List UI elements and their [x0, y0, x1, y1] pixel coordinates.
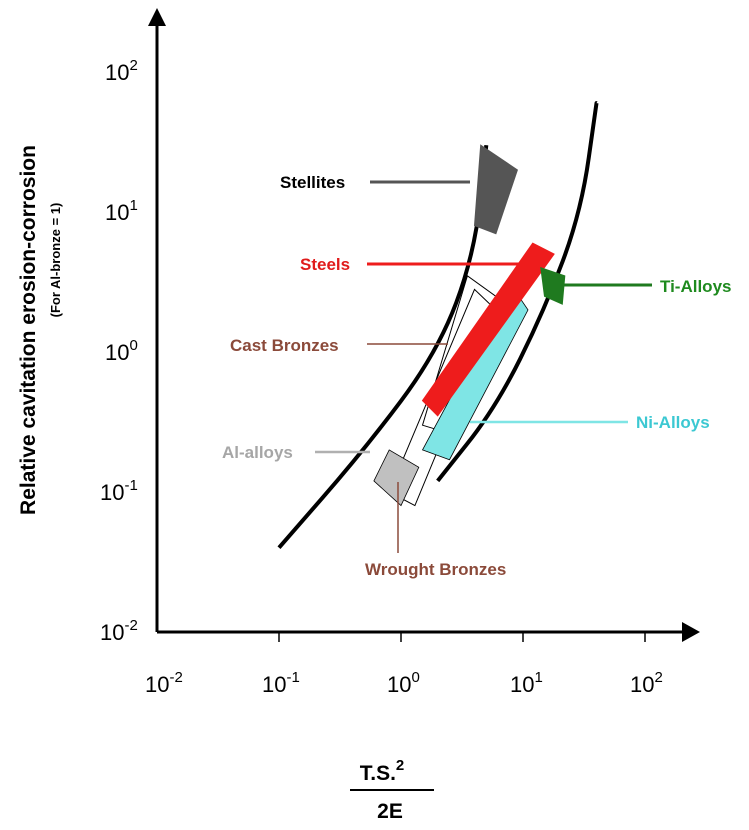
wrought-bronzes-label: Wrought Bronzes — [365, 560, 506, 579]
ti-alloys-label: Ti-Alloys — [660, 277, 731, 296]
x-axis-arrow — [682, 622, 700, 642]
region-steels — [421, 242, 555, 417]
stellites-label: Stellites — [280, 173, 345, 192]
x-tick-1e0: 100 — [387, 669, 420, 697]
al-alloys-label: Al-alloys — [222, 443, 293, 462]
y-axis-sublabel: (For Al-bronze = 1) — [48, 203, 63, 318]
region-al-alloys — [373, 449, 420, 507]
y-axis-label: Relative cavitation erosion-corrosion — [17, 145, 40, 515]
y-tick-1e0: 100 — [105, 337, 138, 365]
band-curve-right — [436, 101, 599, 483]
y-tick-1e-2: 10-2 — [100, 617, 138, 645]
x-tick-1e1: 101 — [510, 669, 543, 697]
x-axis-label-numerator: T.S.2 — [360, 757, 405, 785]
region-ti-alloys — [540, 266, 566, 305]
x-tick-1e-2: 10-2 — [145, 669, 183, 697]
region-stellites — [473, 144, 518, 235]
steels-label: Steels — [300, 255, 350, 274]
y-tick-1e-1: 10-1 — [100, 477, 138, 505]
y-axis-arrow — [148, 8, 166, 26]
regions-group — [373, 144, 566, 507]
y-tick-1e2: 102 — [105, 57, 138, 85]
cast-bronzes-label: Cast Bronzes — [230, 336, 339, 355]
x-axis-label-denominator: 2E — [377, 800, 403, 823]
x-tick-1e2: 102 — [630, 669, 663, 697]
ni-alloys-label: Ni-Alloys — [636, 413, 710, 432]
y-tick-1e1: 101 — [105, 197, 138, 225]
x-tick-1e-1: 10-1 — [262, 669, 300, 697]
